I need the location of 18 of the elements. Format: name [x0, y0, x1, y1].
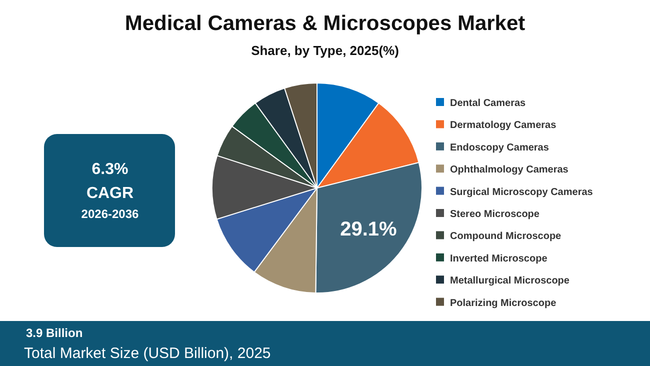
legend-label: Dermatology Cameras: [450, 120, 557, 132]
data-label: 29.1%: [340, 218, 398, 241]
chart-subtitle: Share, by Type, 2025(%): [251, 43, 399, 58]
legend-label: Inverted Microscope: [450, 253, 548, 264]
legend-label: Stereo Microscope: [450, 209, 540, 220]
text: 6.3%: [92, 161, 128, 178]
legend-label: Metallurgical Microscope: [450, 276, 570, 287]
text: 2026-2036: [81, 207, 140, 221]
legend-label: Surgical Microscopy Cameras: [450, 186, 594, 198]
legend-label: Polarizing Microscope: [450, 298, 557, 309]
legend-label: Compound Microscope: [450, 231, 562, 242]
legend-label: Ophthalmology Cameras: [450, 164, 569, 176]
text: CAGR: [86, 185, 134, 202]
chart-title: Medical Cameras & Microscopes Market: [124, 12, 526, 35]
legend-label: Endoscopy Cameras: [450, 142, 550, 154]
text: Total Market Size (USD Billion), 2025: [24, 345, 271, 362]
text: 3.9 Billion: [26, 326, 83, 340]
legend-label: Dental Cameras: [450, 98, 526, 109]
